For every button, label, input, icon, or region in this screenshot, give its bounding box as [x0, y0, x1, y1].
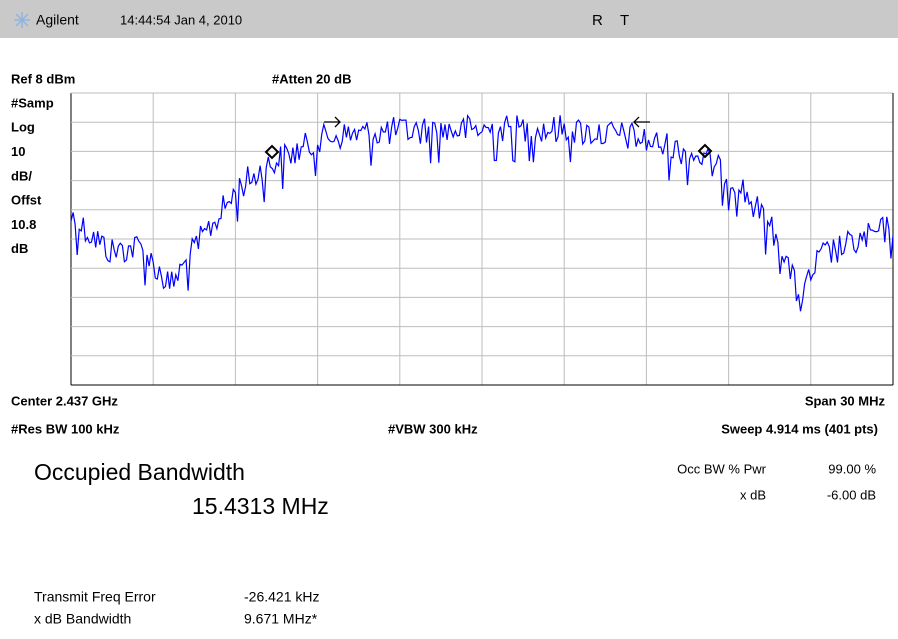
sweep: Sweep 4.914 ms (401 pts)	[721, 421, 878, 436]
logo	[14, 12, 30, 28]
span: Span 30 MHz	[805, 393, 886, 408]
graticule	[70, 92, 894, 386]
side-label: dB/	[11, 168, 32, 183]
result-value: 9.671 MHz*	[244, 611, 318, 627]
ref-level: Ref 8 dBm	[11, 71, 75, 86]
res-bw: #Res BW 100 kHz	[11, 421, 120, 436]
measurement-title: Occupied Bandwidth	[34, 459, 245, 485]
result-label: x dB Bandwidth	[34, 611, 131, 627]
side-labels: #Samp Log 10 dB/Offst 10.8 dB	[11, 95, 54, 256]
attenuation: #Atten 20 dB	[272, 71, 351, 86]
param-label: Occ BW % Pwr	[677, 461, 767, 476]
side-label: Offst	[11, 193, 42, 208]
side-label: 10.8	[11, 217, 36, 232]
param-value: -6.00 dB	[827, 487, 876, 502]
result-value: -26.421 kHz	[244, 589, 319, 605]
marker	[264, 143, 713, 160]
status: R	[592, 12, 603, 29]
side-label: dB	[11, 241, 28, 256]
side-label: #Samp	[11, 95, 54, 110]
param-label: x dB	[740, 487, 766, 502]
param-value: 99.00 %	[828, 461, 876, 476]
status: T	[620, 12, 629, 29]
result-label: Transmit Freq Error	[34, 589, 156, 605]
center-freq: Center 2.437 GHz	[11, 393, 118, 408]
measurement-value: 15.4313 MHz	[192, 493, 329, 519]
side-label: 10	[11, 144, 25, 159]
header-bar	[0, 0, 898, 38]
trace	[70, 114, 894, 312]
vbw: #VBW 300 kHz	[388, 421, 478, 436]
bandwidth-arrows	[324, 116, 650, 128]
timestamp: 14:44:54 Jan 4, 2010	[120, 12, 242, 27]
brand: Agilent	[36, 12, 79, 28]
side-label: Log	[11, 120, 35, 135]
